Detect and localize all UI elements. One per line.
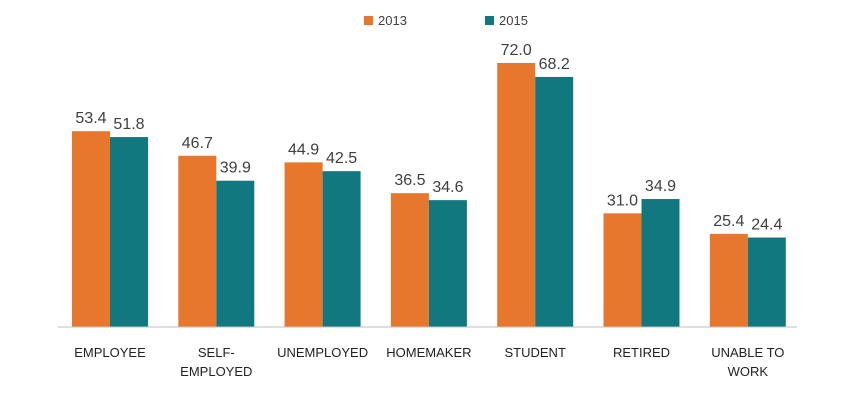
bar-2013-homemaker — [390, 193, 429, 327]
data-label-2013: 31.0 — [607, 192, 638, 209]
bar-2013-student — [497, 63, 536, 327]
legend-swatch-2013 — [364, 16, 373, 25]
data-label-2015: 34.6 — [432, 179, 463, 196]
data-label-2013: 46.7 — [182, 135, 213, 152]
data-label-2013: 25.4 — [713, 213, 744, 230]
data-label-2013: 36.5 — [394, 172, 425, 189]
data-label-2015: 42.5 — [326, 150, 357, 167]
bar-2015-retired — [641, 199, 680, 327]
bar-2013-retired — [603, 213, 642, 327]
bar-2015-employee — [110, 137, 148, 327]
category-label: RETIRED — [613, 345, 670, 360]
bar-2015-homemaker — [428, 200, 467, 327]
bar-2015-unable-to-work — [747, 237, 786, 327]
value-labels: 53.4 51.8 46.7 39.9 44.9 42.5 36.5 34.6 72.0 68.2… — [75, 42, 782, 234]
bar-2015-unemployed — [322, 171, 361, 327]
category-label: SELF- — [198, 345, 235, 360]
legend: 2013 2015 — [364, 13, 528, 28]
data-label-2013: 72.0 — [501, 42, 532, 59]
data-label-2013: 53.4 — [75, 110, 106, 127]
category-label: STUDENT — [505, 345, 566, 360]
category-label: EMPLOYED — [180, 364, 252, 379]
bar-2015-student — [535, 76, 574, 327]
legend-label-2013: 2013 — [378, 13, 407, 28]
bar-2013-unemployed — [284, 162, 323, 327]
data-label-2015: 39.9 — [220, 160, 251, 177]
legend-label-2015: 2015 — [499, 13, 528, 28]
category-labels: EMPLOYEE SELF- EMPLOYED UNEMPLOYED HOMEMAKER… — [74, 345, 784, 379]
bar-2013-unable-to-work — [709, 233, 748, 327]
bar-2013-employee — [72, 131, 110, 327]
data-label-2015: 51.8 — [113, 116, 144, 133]
legend-swatch-2015 — [485, 16, 494, 25]
data-label-2015: 24.4 — [751, 217, 782, 234]
data-label-2015: 34.9 — [645, 178, 676, 195]
category-label: UNEMPLOYED — [277, 345, 368, 360]
bars — [72, 63, 786, 327]
category-label: WORK — [728, 364, 769, 379]
data-label-2015: 68.2 — [539, 56, 570, 73]
bar-2013-self-employed — [178, 155, 217, 327]
bar-2015-self-employed — [216, 180, 255, 327]
data-label-2013: 44.9 — [288, 141, 319, 158]
category-label: UNABLE TO — [711, 345, 784, 360]
category-label: EMPLOYEE — [74, 345, 146, 360]
category-label: HOMEMAKER — [386, 345, 471, 360]
